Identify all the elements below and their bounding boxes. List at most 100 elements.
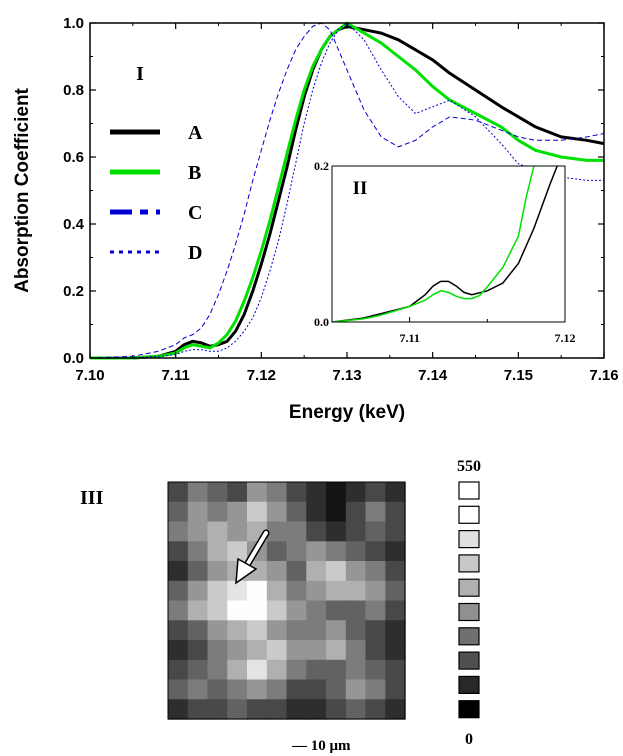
panel-label-III: III <box>80 487 104 509</box>
heatmap-cell <box>286 600 307 621</box>
heatmap-cell <box>247 600 268 621</box>
colorbar-swatch <box>458 554 480 573</box>
heatmap-cell <box>168 620 189 641</box>
heatmap-cell <box>365 541 386 562</box>
panel-label-II: II <box>353 178 368 199</box>
heatmap-cell <box>286 580 307 602</box>
heatmap-cell <box>385 561 406 582</box>
heatmap-cell <box>266 482 288 503</box>
heatmap-cell <box>286 541 307 562</box>
legend-label-D: D <box>188 242 202 264</box>
inset-x-tick-label: 7.11 <box>399 331 419 345</box>
heatmap-cell <box>187 699 209 720</box>
heatmap-cell <box>306 659 327 681</box>
heatmap-cell <box>365 659 386 681</box>
heatmap-cell <box>266 521 288 542</box>
heatmap-cell <box>365 501 386 523</box>
heatmap-cell <box>207 541 228 562</box>
heatmap-cell <box>168 482 189 503</box>
heatmap-cell <box>168 679 189 700</box>
heatmap-cell <box>168 541 189 562</box>
heatmap-cell <box>345 561 367 582</box>
heatmap-cell <box>385 482 406 503</box>
inset-series-line-B <box>332 166 535 322</box>
heatmap-cell <box>306 501 327 523</box>
heatmap-cell <box>168 580 189 602</box>
heatmap-cell <box>227 640 248 661</box>
heatmap-cell <box>247 659 268 681</box>
heatmap-cell <box>207 600 228 621</box>
heatmap-cell <box>286 699 307 720</box>
heatmap-cell <box>326 600 347 621</box>
heatmap-cell <box>207 501 228 523</box>
heatmap-cell <box>326 561 347 582</box>
heatmap-cell <box>207 699 228 720</box>
heatmap-cell <box>326 620 347 641</box>
arrow-head <box>235 557 258 585</box>
inset-frame <box>331 165 566 323</box>
colorbar-swatch <box>458 505 480 524</box>
heatmap-cell <box>326 580 347 602</box>
y-tick-label: 0.4 <box>63 216 85 233</box>
heatmap-cell <box>385 600 406 621</box>
heatmap-cell <box>286 501 307 523</box>
heatmap-cell <box>187 541 209 562</box>
heatmap-cell <box>247 620 268 641</box>
heatmap-cell <box>286 659 307 681</box>
heatmap-cell <box>247 699 268 720</box>
colorbar-swatch <box>458 602 480 622</box>
heatmap-cell <box>247 580 268 602</box>
heatmap-cell <box>286 620 307 641</box>
heatmap-cell <box>306 640 327 661</box>
heatmap-cell <box>345 620 367 641</box>
heatmap-cell <box>326 699 347 720</box>
colorbar-swatch <box>458 700 480 719</box>
heatmap-cell <box>207 620 228 641</box>
heatmap-cell <box>345 482 367 503</box>
arrow-icon <box>235 529 270 585</box>
heatmap-cell <box>207 521 228 542</box>
colorbar-swatch <box>458 481 480 500</box>
heatmap-cell <box>345 580 367 602</box>
inset-background <box>332 166 565 322</box>
heatmap-cell <box>385 541 406 562</box>
colorbar-max-label: 550 <box>457 458 481 475</box>
heatmap-cell <box>266 620 288 641</box>
heatmap-cell <box>326 521 347 542</box>
colorbar-swatch <box>458 651 480 670</box>
heatmap-cell <box>345 679 367 700</box>
heatmap-cell <box>385 699 406 720</box>
legend-label-B: B <box>188 162 201 184</box>
heatmap-cell <box>306 561 327 582</box>
heatmap-cell <box>286 561 307 582</box>
heatmap-cell <box>286 640 307 661</box>
heatmap-cell <box>227 521 248 542</box>
heatmap-cell <box>207 482 228 503</box>
heatmap-cell <box>247 679 268 700</box>
inset-series-line-A <box>332 166 558 322</box>
inset-chart: 7.11 7.12 0.0 0.2 II <box>314 159 576 345</box>
colorbar-swatch <box>458 627 480 646</box>
heatmap-cell <box>326 679 347 700</box>
heatmap-cell <box>385 640 406 661</box>
series-line-C <box>89 22 605 359</box>
heatmap-cell <box>187 659 209 681</box>
heatmap-cell <box>168 659 189 681</box>
heatmap-cell <box>227 580 248 602</box>
x-tick-label: 7.10 <box>75 367 104 384</box>
heatmap-cell <box>227 600 248 621</box>
heatmap-panel: III — 10 μm 550 0 <box>80 458 481 754</box>
heatmap-cell <box>227 699 248 720</box>
colorbar-min-label: 0 <box>465 731 473 748</box>
heatmap-cell <box>345 600 367 621</box>
heatmap-cell <box>168 600 189 621</box>
heatmap-cell <box>365 640 386 661</box>
heatmap-cell <box>365 580 386 602</box>
heatmap-cell <box>187 521 209 542</box>
series-line-D <box>90 22 604 359</box>
y-tick-label: 0.6 <box>63 149 84 166</box>
legend-label-A: A <box>188 122 203 144</box>
heatmap-cell <box>385 679 406 700</box>
heatmap-cell <box>365 482 386 503</box>
panel-label-I: I <box>136 63 144 85</box>
